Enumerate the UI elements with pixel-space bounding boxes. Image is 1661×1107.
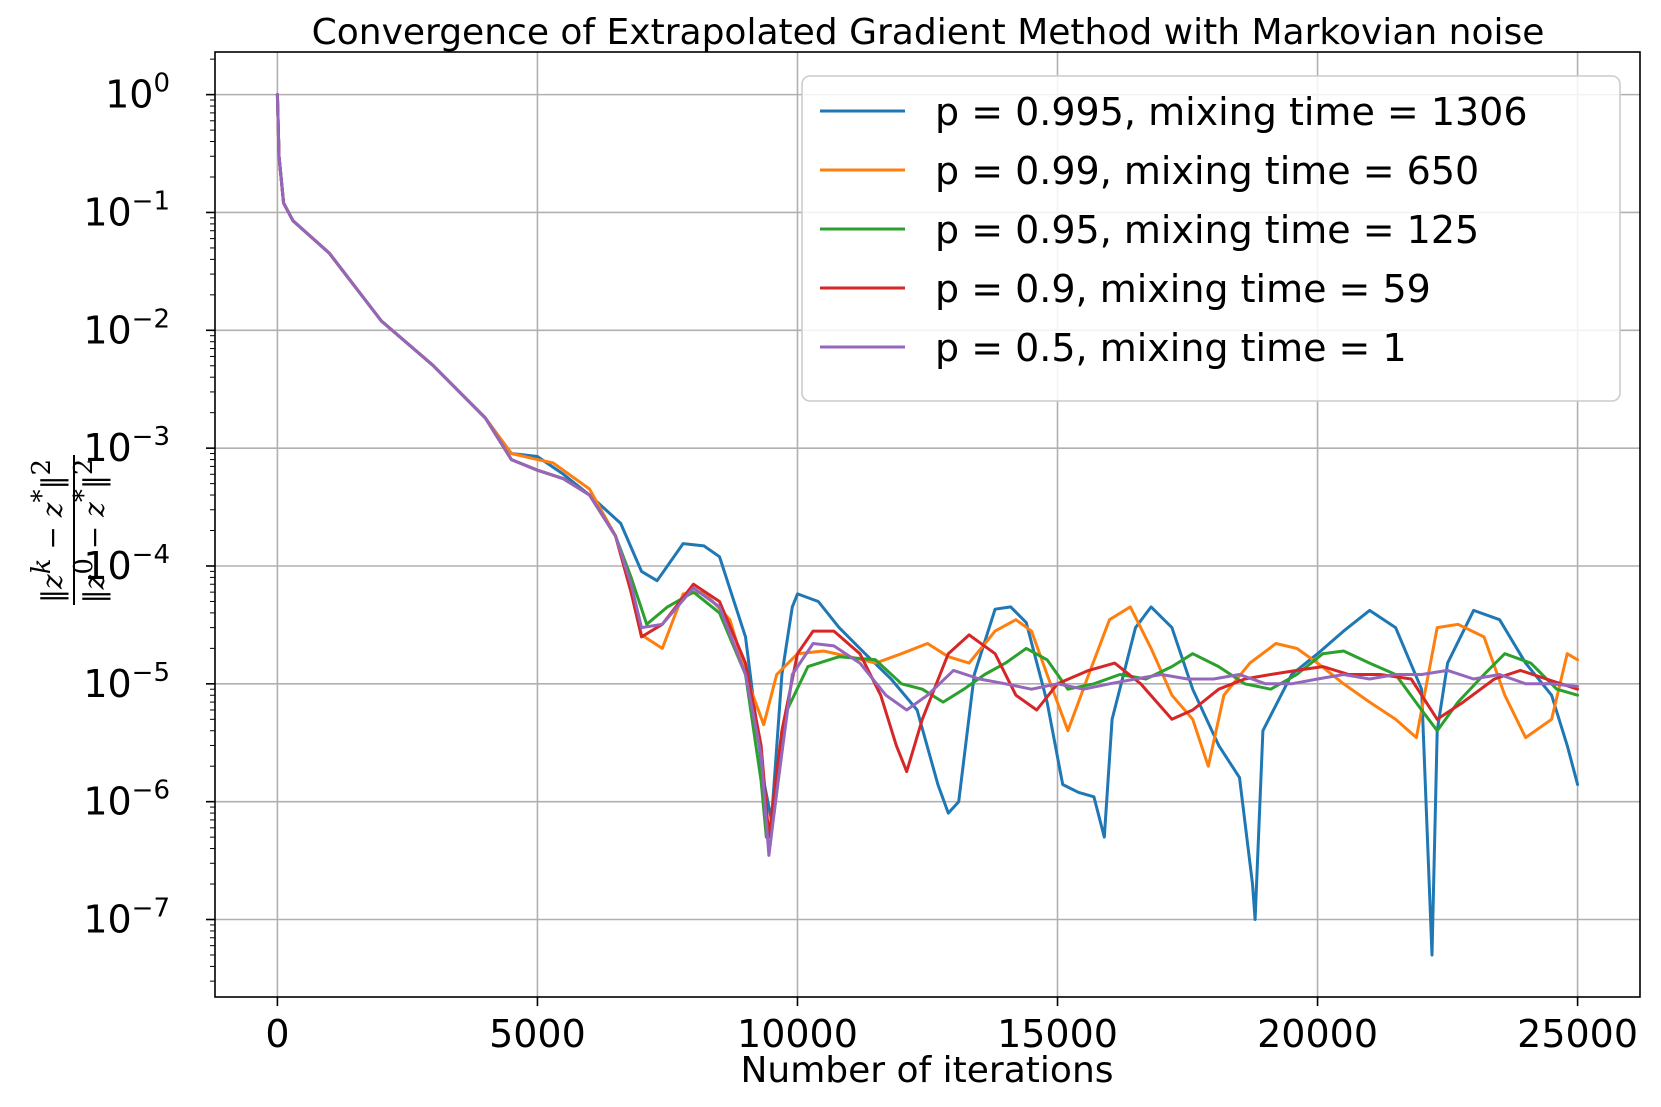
x-tick-label: 20000 — [1257, 1012, 1378, 1056]
y-tick-exponent: −7 — [132, 894, 170, 924]
y-tick-exponent: −2 — [132, 304, 170, 334]
y-tick-exponent: −4 — [132, 540, 170, 570]
legend-label: p = 0.99, mixing time = 650 — [935, 149, 1479, 193]
x-tick-label: 25000 — [1517, 1012, 1638, 1056]
y-tick-base: 10 — [105, 73, 153, 117]
series-line — [275, 93, 1580, 857]
x-tick-label: 0 — [265, 1012, 289, 1056]
y-axis-label: ‖zk − z*‖2 ‖z0 − z*‖2 — [27, 455, 111, 605]
y-tick-base: 10 — [83, 898, 131, 942]
y-tick-label: 10−4 — [83, 540, 170, 588]
y-tick-exponent: −3 — [132, 422, 170, 452]
axis-ticks: 0 5000 10000 15000 20000 2500010010−110−210−3… — [83, 58, 1638, 1056]
y-axis-label-denominator: ‖z0 − z*‖2 — [69, 459, 111, 604]
legend: p = 0.995, mixing time = 1306 p = 0.99, m… — [801, 75, 1621, 402]
legend-label: p = 0.5, mixing time = 1 — [935, 326, 1407, 370]
y-tick-exponent: −1 — [132, 186, 170, 216]
y-tick-label: 10−7 — [83, 894, 170, 942]
legend-label: p = 0.995, mixing time = 1306 — [935, 90, 1528, 134]
y-tick-label: 10−6 — [83, 776, 170, 824]
plot-frame — [214, 51, 1641, 998]
y-tick-label: 10−5 — [83, 658, 170, 706]
y-tick-exponent: 0 — [153, 69, 170, 99]
legend-label: p = 0.95, mixing time = 125 — [935, 208, 1479, 252]
y-tick-exponent: −6 — [132, 776, 170, 806]
legend-box — [801, 75, 1621, 402]
chart-title: Convergence of Extrapolated Gradient Met… — [312, 12, 1545, 53]
y-tick-label: 10−3 — [83, 422, 170, 470]
x-tick-label: 15000 — [997, 1012, 1118, 1056]
legend-label: p = 0.9, mixing time = 59 — [935, 267, 1431, 311]
y-tick-base: 10 — [83, 780, 131, 824]
y-tick-label: 100 — [105, 69, 170, 117]
x-axis-label: Number of iterations — [740, 1050, 1113, 1091]
y-tick-base: 10 — [83, 662, 131, 706]
x-tick-label: 10000 — [737, 1012, 858, 1056]
y-tick-base: 10 — [83, 308, 131, 352]
y-tick-exponent: −5 — [132, 658, 170, 688]
series-lines — [275, 93, 1580, 957]
y-tick-base: 10 — [83, 190, 131, 234]
y-tick-label: 10−1 — [83, 186, 170, 234]
y-tick-label: 10−2 — [83, 304, 170, 352]
y-tick-base: 10 — [83, 544, 131, 588]
x-tick-label: 5000 — [489, 1012, 586, 1056]
y-tick-base: 10 — [83, 426, 131, 470]
y-axis-label-numerator: ‖zk − z*‖2 — [27, 459, 69, 603]
series-line — [275, 93, 1580, 768]
